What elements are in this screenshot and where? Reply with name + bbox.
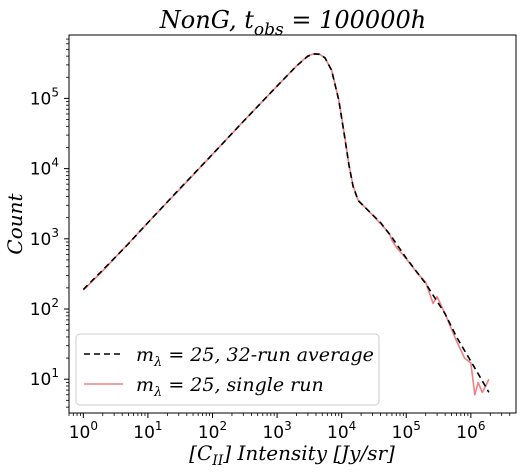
y-tick-exponent: 1 (51, 366, 59, 380)
y-axis-label: Count (3, 192, 27, 254)
series-line-average (82, 53, 490, 393)
x-axis-ticks: 100 101 102 103 104 105 106 (69, 413, 485, 443)
legend-single-prefix: m (136, 374, 154, 396)
y-tick-base: 10 (30, 160, 52, 180)
y-tick-base: 10 (30, 370, 52, 390)
x-tick-base: 10 (327, 423, 349, 443)
x-tick-label: 106 (456, 419, 485, 443)
y-tick-base: 10 (30, 300, 52, 320)
legend: mλ = 25, 32-run average mλ = 25, single … (75, 333, 380, 406)
plot-area-frame (68, 34, 517, 414)
legend-label-single: mλ = 25, single run (136, 374, 324, 400)
y-tick-label: 104 (30, 156, 59, 180)
legend-average-prefix: m (136, 344, 154, 366)
legend-average-suffix: = 25, 32-run average (162, 344, 374, 366)
x-tick-label: 104 (327, 419, 356, 443)
series-layer (82, 52, 490, 396)
x-tick-base: 10 (133, 423, 155, 443)
chart-title-prefix: NonG, t (159, 6, 254, 34)
x-tick-exponent: 1 (155, 419, 163, 433)
x-axis-label: [CII] Intensity [Jy/sr] (189, 441, 395, 469)
y-tick-base: 10 (30, 230, 52, 250)
x-tick-label: 105 (392, 419, 421, 443)
y-tick-label: 105 (30, 85, 59, 109)
y-tick-exponent: 2 (51, 296, 59, 310)
chart-title-subscript: obs (254, 20, 284, 40)
y-tick-label: 101 (30, 366, 59, 390)
x-tick-label: 103 (262, 419, 291, 443)
chart-title-suffix: = 100000h (284, 6, 426, 34)
y-tick-label: 103 (30, 226, 59, 250)
legend-box (75, 333, 380, 406)
x-tick-base: 10 (198, 423, 220, 443)
x-tick-exponent: 6 (478, 419, 486, 433)
y-tick-exponent: 3 (51, 226, 59, 240)
x-tick-label: 101 (133, 419, 162, 443)
x-tick-label: 102 (198, 419, 227, 443)
x-tick-exponent: 4 (349, 419, 357, 433)
legend-label-average: mλ = 25, 32-run average (136, 344, 374, 370)
x-tick-exponent: 3 (284, 419, 292, 433)
x-axis-label-subscript: II (211, 453, 224, 469)
x-tick-label: 100 (69, 419, 98, 443)
x-tick-base: 10 (262, 423, 284, 443)
y-tick-exponent: 4 (51, 156, 59, 170)
y-tick-exponent: 5 (51, 85, 59, 99)
legend-single-subscript: λ (153, 385, 162, 400)
x-tick-exponent: 5 (413, 419, 421, 433)
legend-average-subscript: λ (153, 355, 162, 370)
legend-single-suffix: = 25, single run (162, 374, 323, 396)
x-tick-base: 10 (69, 423, 91, 443)
y-tick-base: 10 (30, 89, 52, 109)
minor-ticks (66, 38, 511, 416)
x-tick-base: 10 (456, 423, 478, 443)
y-tick-label: 102 (30, 296, 59, 320)
x-tick-exponent: 0 (90, 419, 98, 433)
x-axis-label-prefix: [C (189, 441, 212, 465)
x-tick-exponent: 2 (220, 419, 228, 433)
x-tick-base: 10 (392, 423, 414, 443)
x-axis-label-suffix: ] Intensity [Jy/sr] (222, 441, 395, 465)
